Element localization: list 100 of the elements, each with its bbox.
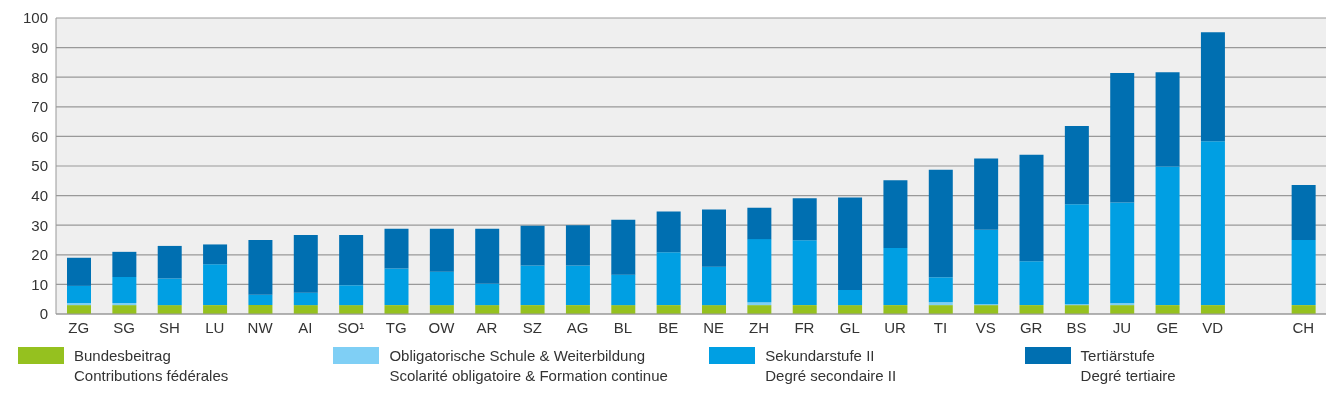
bar (67, 285, 91, 304)
bar (293, 305, 318, 314)
x-tick-label: AR (476, 318, 498, 336)
x-tick-label: LU (205, 318, 225, 336)
bar (1200, 305, 1225, 314)
x-tick-label: BL (613, 318, 633, 336)
y-tick-label: 80 (31, 68, 48, 86)
bar (339, 305, 364, 314)
bar (974, 158, 999, 230)
bar (339, 234, 364, 286)
bar (293, 234, 318, 293)
x-tick-label: AG (566, 318, 589, 336)
bar (974, 229, 999, 305)
bar (702, 305, 726, 314)
bar (1291, 184, 1316, 240)
x-tick-label: CH (1292, 318, 1315, 336)
y-tick-label: 40 (31, 186, 48, 204)
bar (1200, 32, 1225, 142)
bar (112, 251, 137, 277)
legend-label: Tertiärstufe Degré tertiaire (1080, 346, 1176, 386)
bar (656, 211, 681, 253)
bar (928, 305, 953, 314)
x-tick-label: AI (298, 318, 313, 336)
x-tick-label: JU (1112, 318, 1132, 336)
bar (339, 285, 364, 306)
bar (429, 228, 454, 272)
bar (112, 305, 137, 314)
bar (565, 305, 590, 314)
bar (475, 228, 500, 284)
x-tick-label: OW (428, 318, 456, 336)
y-tick-label: 0 (39, 305, 48, 323)
bar (520, 225, 545, 266)
bar (429, 271, 454, 306)
bar (1291, 305, 1316, 314)
bar (702, 209, 726, 267)
bar (248, 240, 273, 295)
bar (520, 305, 545, 314)
x-tick-label: SH (158, 318, 180, 336)
x-tick-label: VD (1202, 318, 1224, 336)
bar (1019, 261, 1044, 306)
bar (747, 305, 772, 314)
x-tick-label: NW (247, 318, 274, 336)
bar (429, 305, 454, 314)
x-tick-label: NE (703, 318, 725, 336)
bar (67, 305, 91, 314)
legend-label: Sekundarstufe II Degré secondaire II (765, 346, 897, 386)
x-tick-label: SO¹ (337, 318, 365, 336)
bar (1110, 305, 1135, 314)
x-tick-label: GL (839, 318, 860, 336)
bar (883, 180, 908, 248)
y-tick-label: 10 (31, 275, 48, 293)
legend-label: Bundesbeitrag Contributions fédérales (74, 346, 229, 386)
bar (67, 257, 91, 286)
bar (1019, 154, 1044, 262)
x-tick-label: TI (933, 318, 948, 336)
bar (611, 305, 636, 314)
bar (1155, 305, 1180, 314)
bar (792, 305, 817, 314)
bar (1110, 73, 1135, 203)
x-tick-label: GE (1156, 318, 1179, 336)
bar (1110, 202, 1135, 304)
y-tick-label: 70 (31, 98, 48, 116)
bar (928, 169, 953, 278)
y-tick-label: 60 (31, 127, 48, 145)
bar (248, 294, 273, 306)
y-tick-label: 30 (31, 216, 48, 234)
bar (1064, 204, 1089, 305)
bar (112, 277, 137, 304)
legend-label: Obligatorische Schule & Weiterbildung Scolarité obligatoire & Formation continue (389, 346, 668, 386)
bar (883, 247, 908, 306)
x-tick-label: BS (1066, 318, 1087, 336)
y-tick-label: 50 (31, 157, 48, 175)
x-tick-label: SZ (522, 318, 542, 336)
bar (475, 283, 500, 306)
bar (974, 305, 999, 314)
bar (928, 302, 953, 306)
bar (611, 219, 636, 275)
bar (1155, 166, 1180, 306)
bar (1064, 305, 1089, 314)
bar (520, 265, 545, 306)
x-tick-label: FR (794, 318, 815, 336)
bar (157, 305, 182, 314)
bar (656, 305, 681, 314)
bar (1291, 240, 1316, 306)
bar (1064, 126, 1089, 205)
bar (157, 245, 182, 279)
bar (565, 225, 590, 266)
bar (838, 305, 863, 314)
bar (565, 265, 590, 306)
bar (112, 303, 137, 306)
x-tick-label: SG (113, 318, 135, 336)
bar (883, 305, 908, 314)
x-tick-label: BE (658, 318, 679, 336)
bar (384, 305, 409, 314)
bar (248, 305, 273, 314)
x-tick-label: ZG (68, 318, 90, 336)
x-tick-label: GR (1019, 318, 1043, 336)
y-tick-label: 20 (31, 246, 48, 264)
bar (656, 252, 681, 306)
bar (1155, 72, 1180, 167)
